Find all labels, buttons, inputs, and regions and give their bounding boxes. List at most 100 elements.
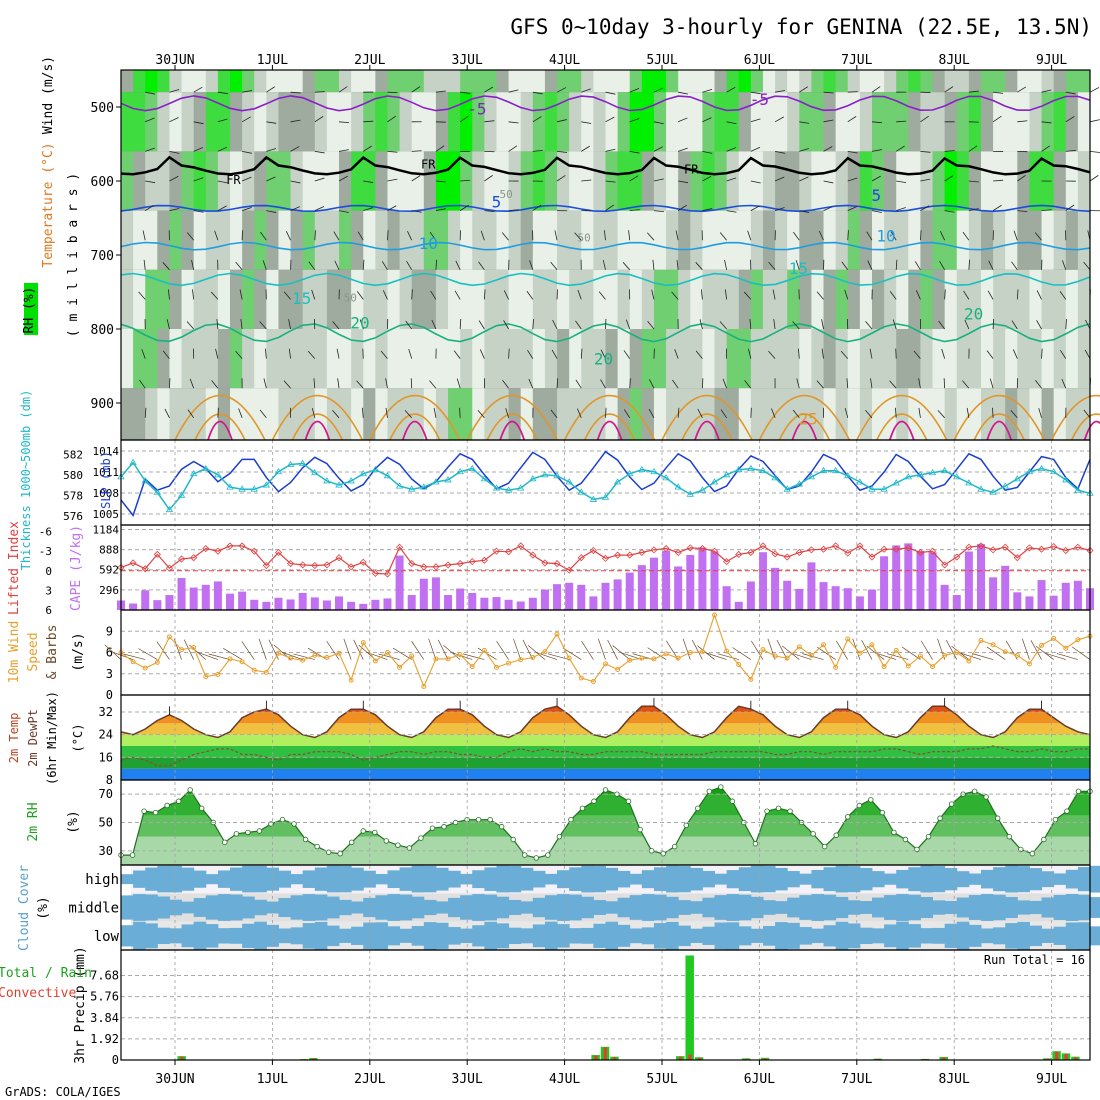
- rh-cell: [1077, 210, 1091, 270]
- wind-barb: [338, 210, 349, 213]
- cloud-cell: [557, 924, 570, 948]
- wind-barb: [678, 180, 689, 184]
- rh-cell: [944, 70, 958, 93]
- wind-barb: [625, 319, 631, 330]
- wind-barb: [235, 350, 243, 359]
- rh-cell: [593, 92, 606, 152]
- rh-cell: [775, 329, 788, 389]
- wind-barb: [241, 116, 251, 123]
- li-tick-label: -6: [39, 526, 52, 539]
- date-label-top: 5JUL: [646, 53, 677, 68]
- rh-point: [1041, 836, 1047, 843]
- wind-barb: [575, 320, 582, 330]
- wind-barb: [217, 146, 228, 152]
- wind-barb: [407, 230, 413, 241]
- cloud-cell: [1005, 923, 1018, 949]
- rh-cell: [230, 329, 243, 389]
- cloud-cell: [157, 865, 170, 893]
- wind-barb: [459, 318, 462, 330]
- cape-bar: [310, 597, 319, 610]
- rh-cell: [932, 388, 946, 440]
- temp-tick-label: 8: [106, 773, 113, 787]
- rh-cell: [750, 151, 764, 211]
- rh-cell: [484, 151, 497, 211]
- rh-cell: [484, 92, 497, 152]
- rh-cell: [339, 388, 352, 440]
- cloud-cell: [133, 921, 146, 950]
- rh-cell: [581, 210, 594, 270]
- rh-cell: [1029, 329, 1043, 389]
- rh-cell: [605, 70, 619, 93]
- cape-bar: [213, 581, 222, 610]
- wind-barb: [387, 151, 398, 153]
- cape-bar: [395, 555, 404, 610]
- cloud-cell: [230, 927, 243, 944]
- rh-point: [429, 825, 436, 831]
- cape-bar: [577, 584, 586, 610]
- cloud-cell: [1090, 897, 1100, 918]
- wind-barb: [719, 321, 727, 330]
- thickness-point: [298, 459, 307, 466]
- wind-barb: [479, 349, 485, 359]
- cloud-cell: [896, 869, 909, 889]
- rh-cell: [460, 92, 473, 152]
- cloud-cell: [230, 894, 243, 921]
- wind-barb: [944, 210, 955, 213]
- rh-cell: [387, 70, 401, 93]
- rh-point: [533, 855, 539, 861]
- cape-bar: [989, 577, 998, 610]
- temp-band: [121, 712, 1090, 724]
- cloud-cell: [617, 897, 631, 918]
- wind-barb-10m: [986, 646, 1006, 660]
- rh-cell: [205, 329, 219, 389]
- li-point: [492, 547, 501, 555]
- li-point: [807, 546, 815, 554]
- wind-barb-10m: [343, 638, 352, 660]
- wind-barb: [628, 230, 631, 241]
- cape-bar: [141, 590, 150, 610]
- rh-cell: [193, 70, 207, 93]
- cape-bar: [492, 597, 501, 610]
- cloud-cell: [835, 865, 849, 893]
- isotherm-label: 10: [419, 234, 438, 253]
- wind-barb: [920, 178, 931, 182]
- rh-cell: [847, 210, 861, 270]
- wind-barb: [435, 259, 437, 270]
- date-label-top: 4JUL: [549, 53, 580, 68]
- cloud-cell: [1090, 926, 1100, 946]
- wind-barb: [865, 409, 873, 419]
- rh-cell: [641, 269, 655, 329]
- rh-cell: [278, 269, 292, 329]
- rh-cell: [787, 269, 800, 329]
- isotherm-25: [1070, 413, 1100, 441]
- thickness-point: [831, 466, 840, 474]
- rh-cell: [169, 70, 183, 93]
- temp-band: [121, 757, 1090, 769]
- wind-barb: [242, 90, 253, 93]
- rh-cell: [217, 92, 231, 152]
- rh-cell: [787, 151, 800, 211]
- wind-barb: [702, 151, 713, 154]
- cloud-cell: [653, 894, 667, 921]
- temp-tick-label: 16: [99, 750, 113, 764]
- rh-cell: [980, 70, 994, 93]
- thickness-point: [311, 468, 319, 476]
- wind-barb-10m: [197, 651, 219, 660]
- wind-barb: [1083, 261, 1091, 271]
- cloud-cell: [968, 873, 982, 885]
- li-point: [614, 551, 622, 559]
- rh-cell: [399, 269, 413, 329]
- rh-cell: [956, 92, 970, 152]
- wind-barb: [411, 210, 422, 213]
- wind-barb: [240, 319, 243, 330]
- wind-speed-point: [542, 649, 548, 655]
- rh-cell: [230, 388, 243, 440]
- rh-cell: [387, 210, 401, 270]
- wind-barb: [799, 148, 809, 152]
- wind-barb: [356, 380, 364, 389]
- rh-point: [706, 788, 713, 795]
- wind-barb: [406, 261, 413, 271]
- rh-cell: [520, 210, 534, 270]
- rh-point: [891, 829, 897, 836]
- wind-barb: [653, 121, 664, 125]
